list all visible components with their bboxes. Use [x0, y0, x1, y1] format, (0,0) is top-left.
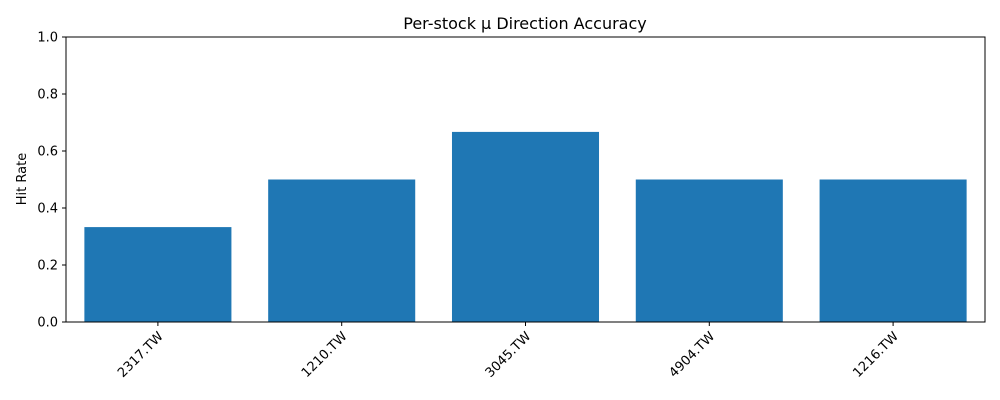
x-axis: 2317.TW 1210.TW 3045.TW 4904.TW 1216.TW	[115, 322, 902, 381]
bars-group	[84, 131, 967, 322]
y-tick-label: 0.4	[37, 202, 58, 217]
x-tick-label: 3045.TW	[483, 329, 535, 381]
y-tick-label: 0.8	[37, 88, 58, 103]
bar-2317.TW	[84, 227, 232, 322]
y-tick-label: 0.2	[37, 259, 58, 274]
x-tick-label: 4904.TW	[666, 329, 718, 381]
bar-3045.TW	[451, 131, 600, 322]
x-tick-label: 1216.TW	[850, 329, 902, 381]
bar-1216.TW	[819, 179, 967, 322]
x-tick-label: 1210.TW	[299, 329, 351, 381]
plot-frame	[65, 36, 986, 323]
x-tick-label: 2317.TW	[115, 329, 167, 381]
y-tick-label: 0.0	[37, 316, 58, 331]
y-tick-label: 1.0	[37, 31, 58, 46]
bar-1210.TW	[268, 179, 416, 322]
y-axis-title: Hit Rate	[15, 153, 30, 205]
y-axis: 0.0 0.2 0.4 0.6 0.8 1.0	[37, 31, 66, 331]
y-tick-label: 0.6	[37, 145, 58, 160]
chart-title: Per-stock μ Direction Accuracy	[403, 14, 646, 33]
bar-4904.TW	[635, 179, 783, 322]
